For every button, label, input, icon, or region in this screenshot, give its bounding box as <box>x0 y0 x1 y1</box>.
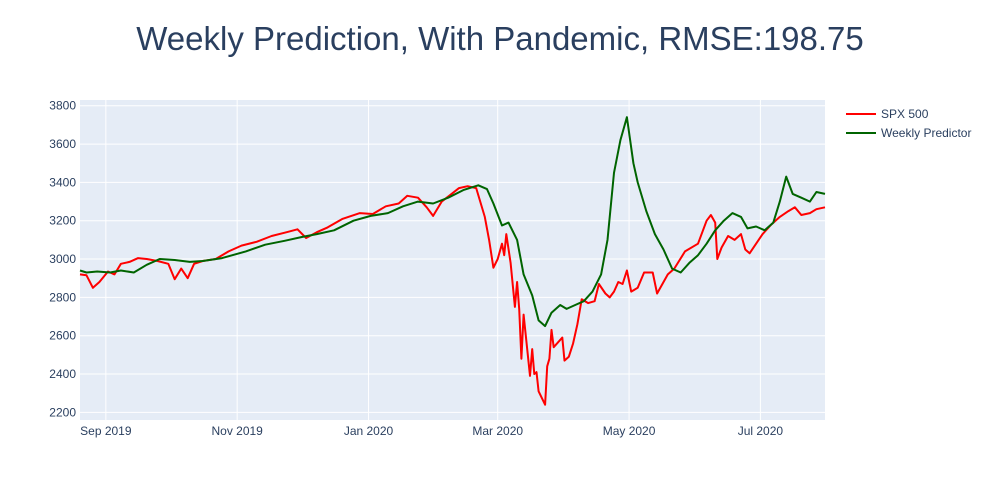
legend-item[interactable]: SPX 500 <box>846 107 929 121</box>
series-line-spx-500 <box>79 185 826 406</box>
x-tick-label: Jan 2020 <box>344 424 394 438</box>
x-tick-label: Sep 2019 <box>80 424 132 438</box>
y-tick-label: 3200 <box>49 214 76 228</box>
series-line-weekly-predictor <box>79 116 826 328</box>
plot-area <box>80 100 825 420</box>
x-tick-label: Nov 2019 <box>211 424 263 438</box>
legend-label: SPX 500 <box>881 107 929 121</box>
y-axis-ticks: 2200 2400 2600 2800 3000 3200 3400 3600 3800 <box>49 99 76 420</box>
y-tick-label: 3000 <box>49 252 76 266</box>
y-tick-label: 2400 <box>49 367 76 381</box>
y-tick-label: 3800 <box>49 99 76 113</box>
x-axis-ticks: Sep 2019 Nov 2019 Jan 2020 Mar 2020 May 2020… <box>80 424 783 438</box>
legend[interactable]: SPX 500 Weekly Predictor <box>846 107 971 140</box>
y-tick-label: 2200 <box>49 405 76 419</box>
y-tick-label: 3600 <box>49 137 76 151</box>
y-tick-label: 3400 <box>49 175 76 189</box>
x-tick-label: Mar 2020 <box>472 424 523 438</box>
grid-lines <box>80 100 825 420</box>
legend-label: Weekly Predictor <box>881 126 971 140</box>
series-lines <box>79 116 826 406</box>
y-tick-label: 2600 <box>49 329 76 343</box>
x-tick-label: Jul 2020 <box>738 424 784 438</box>
x-tick-label: May 2020 <box>603 424 656 438</box>
y-tick-label: 2800 <box>49 290 76 304</box>
chart-title: Weekly Prediction, With Pandemic, RMSE:1… <box>136 20 864 57</box>
legend-item[interactable]: Weekly Predictor <box>846 126 971 140</box>
